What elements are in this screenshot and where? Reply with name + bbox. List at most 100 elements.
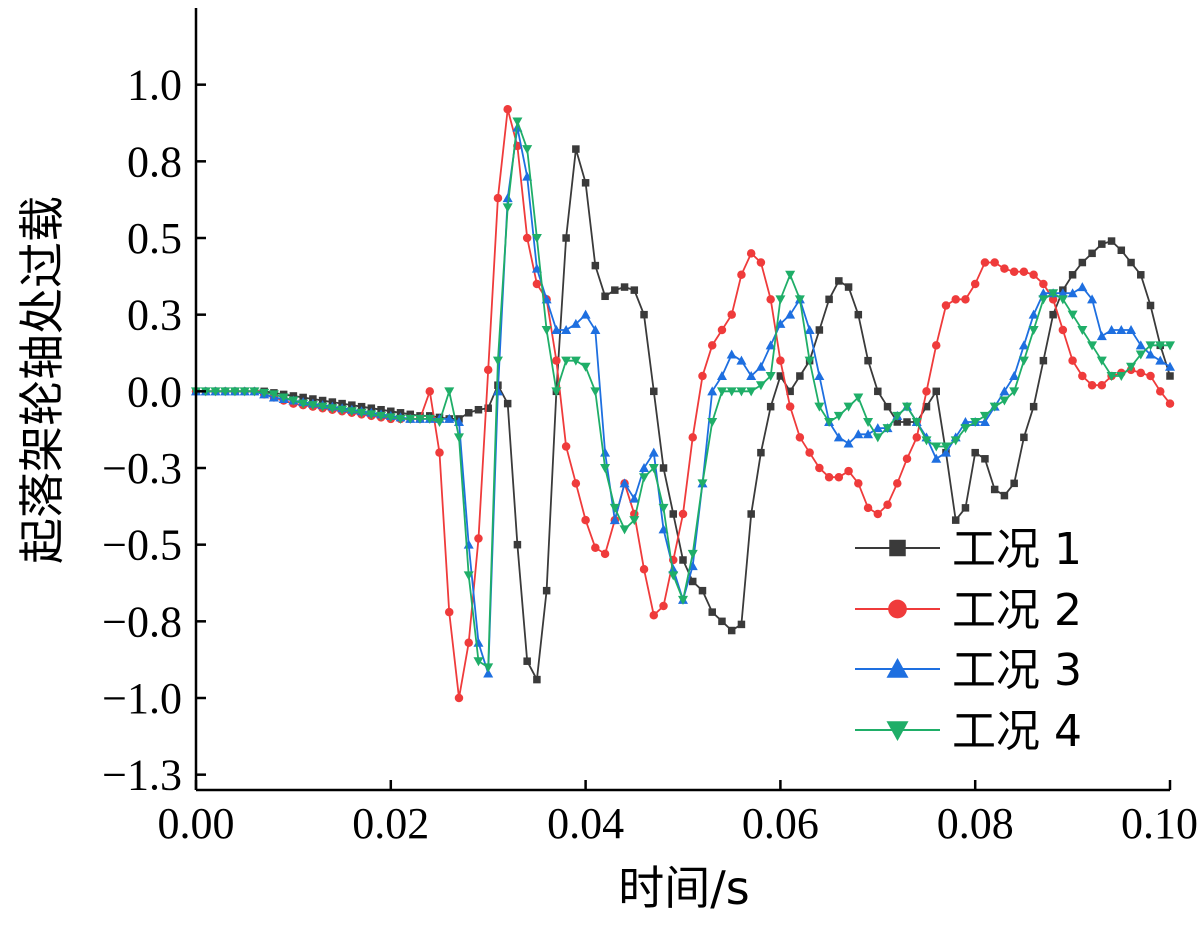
data-point: [874, 387, 882, 396]
data-point: [863, 503, 873, 513]
data-point: [220, 387, 231, 397]
data-point: [1019, 267, 1029, 276]
y-tick-label: 0.8: [127, 137, 182, 186]
legend-item-2: 工况 2: [855, 585, 1082, 636]
data-point: [1087, 294, 1098, 304]
data-point: [1077, 282, 1088, 292]
data-point: [931, 341, 941, 350]
data-point: [659, 601, 668, 611]
y-tick-label: 1.0: [127, 61, 182, 110]
data-point: [886, 658, 909, 678]
data-point: [492, 386, 503, 396]
data-point: [249, 387, 260, 397]
data-point: [620, 283, 629, 291]
data-point: [580, 309, 591, 319]
data-point: [688, 577, 697, 586]
data-point: [600, 447, 611, 457]
data-point: [766, 402, 775, 411]
data-point: [888, 599, 907, 619]
data-point: [755, 381, 766, 391]
series-4: [191, 117, 1175, 673]
data-point: [902, 454, 912, 464]
data-point: [493, 193, 503, 203]
data-point: [366, 410, 377, 420]
data-point: [1106, 372, 1117, 381]
data-point: [483, 663, 494, 673]
data-point: [1135, 340, 1146, 350]
data-point: [474, 405, 483, 414]
data-point: [649, 610, 659, 620]
data-point: [1126, 362, 1137, 372]
data-point: [659, 464, 668, 472]
data-point: [1145, 341, 1156, 351]
data-point: [581, 179, 590, 187]
data-point: [1029, 270, 1038, 280]
data-point: [970, 279, 980, 289]
data-point: [804, 356, 815, 366]
data-point: [590, 325, 601, 334]
x-tick-label: 0.04: [547, 799, 624, 848]
y-tick-label: 0.5: [127, 214, 182, 263]
data-point: [434, 418, 445, 427]
data-point: [1009, 267, 1019, 276]
data-point: [718, 617, 726, 626]
legend-label: 工况 2: [952, 585, 1082, 636]
data-point: [601, 292, 609, 301]
data-point: [844, 283, 853, 291]
data-point: [1029, 402, 1038, 411]
x-axis-title: 时间/s: [618, 861, 749, 915]
data-point: [531, 234, 542, 243]
data-point: [385, 413, 396, 423]
data-point: [931, 453, 942, 463]
data-point: [844, 466, 853, 476]
data-point: [512, 117, 523, 127]
data-point: [1038, 295, 1049, 305]
data-point: [814, 371, 825, 380]
data-point: [600, 464, 611, 473]
data-point: [941, 301, 951, 310]
data-point: [746, 387, 757, 397]
legend-label: 工况 3: [952, 645, 1082, 696]
y-axis-title: 起落架轮轴处过载: [15, 196, 69, 564]
data-point: [961, 504, 970, 512]
data-point: [600, 549, 610, 559]
data-point: [776, 356, 785, 365]
data-point: [979, 417, 990, 426]
data-point: [531, 263, 542, 273]
data-point: [687, 549, 698, 559]
data-point: [863, 418, 874, 427]
data-point: [474, 534, 483, 543]
data-point: [872, 423, 883, 433]
data-point: [533, 675, 541, 684]
data-point: [1048, 295, 1058, 304]
data-point: [1067, 310, 1078, 320]
data-point: [580, 362, 591, 372]
data-point: [697, 479, 708, 489]
data-point: [824, 418, 835, 427]
data-point: [1136, 368, 1146, 378]
data-point: [639, 564, 649, 574]
data-point: [639, 473, 650, 483]
data-point: [960, 417, 971, 426]
x-tick-label: 0.10: [1121, 799, 1198, 848]
data-point: [1145, 349, 1156, 359]
data-point: [346, 407, 357, 417]
data-point: [922, 402, 931, 411]
data-point: [453, 433, 464, 443]
data-point: [571, 479, 581, 488]
data-point: [327, 404, 338, 414]
data-point: [444, 387, 455, 397]
data-point: [727, 626, 736, 635]
data-point: [951, 295, 960, 304]
data-point: [756, 258, 766, 267]
data-point: [648, 447, 659, 457]
data-point: [1028, 326, 1039, 335]
data-point: [629, 516, 640, 526]
data-point: [796, 372, 804, 380]
data-point: [415, 414, 426, 424]
data-point: [561, 442, 571, 451]
data-point: [630, 286, 639, 294]
data-point: [570, 318, 581, 328]
data-point: [1028, 309, 1039, 319]
